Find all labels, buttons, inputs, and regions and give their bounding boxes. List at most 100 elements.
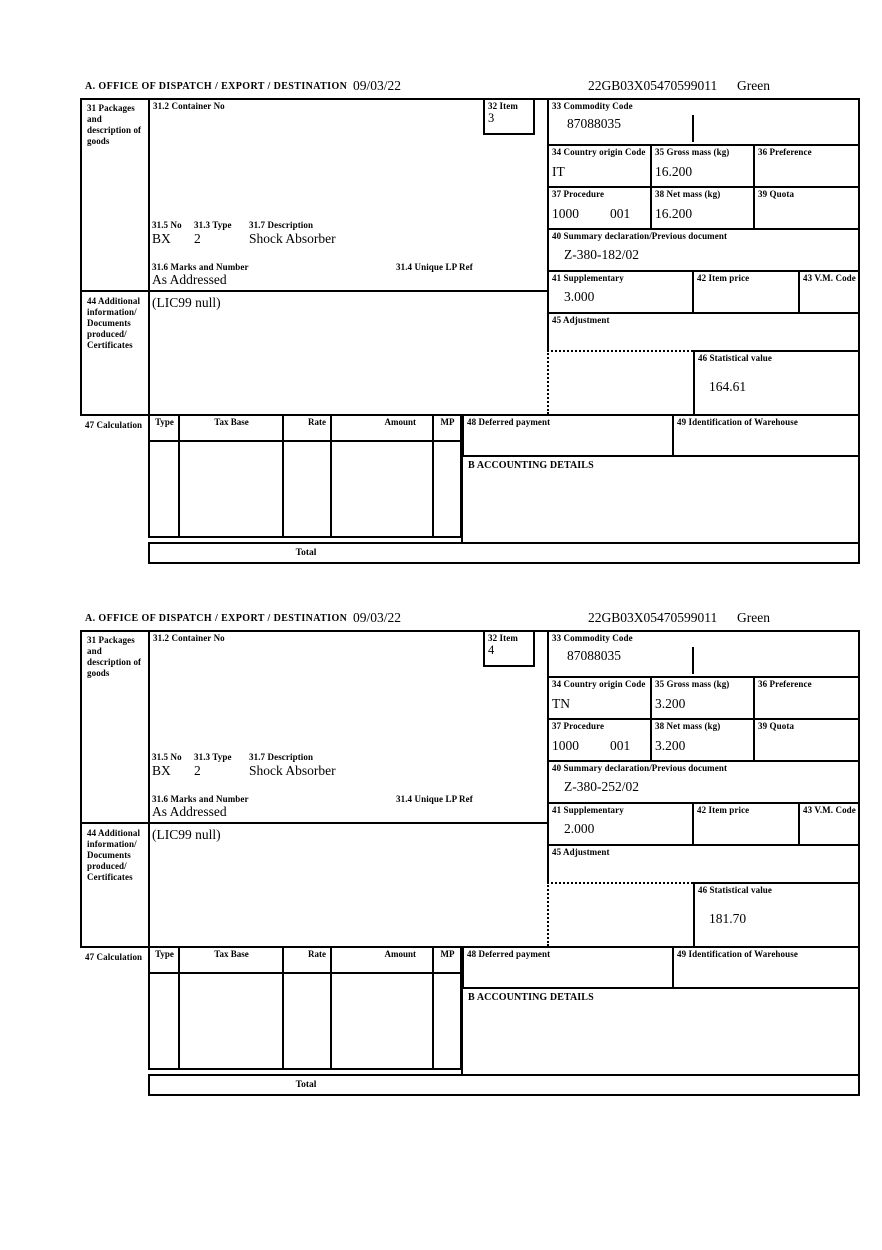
vm-code-box: 43 V.M. Code xyxy=(798,802,860,844)
routing-status: Green xyxy=(737,78,770,93)
calc-col-mp-label: MP xyxy=(440,417,455,427)
package-type-value: 2 xyxy=(194,763,201,778)
procedure-label: 37 Procedure xyxy=(552,721,605,731)
container-no-box: 31.2 Container No 32 Item 3 31.5 No 31.3… xyxy=(148,100,547,290)
item-number-box: 32 Item 3 xyxy=(483,100,535,135)
supplementary-label: 41 Supplementary xyxy=(552,273,624,283)
marks-and-number-value: As Addressed xyxy=(152,804,227,819)
commodity-code-subdivision-tick xyxy=(692,647,694,674)
calc-col-mp-label: MP xyxy=(440,949,455,959)
declaration-date: 09/03/22 xyxy=(353,78,402,93)
calc-header-mp: MP xyxy=(432,946,462,972)
goods-description-value: Shock Absorber xyxy=(249,763,336,778)
previous-document-value: Z-380-252/02 xyxy=(564,779,639,794)
box-47-label: 47 Calculation xyxy=(85,420,143,430)
box-47-label: 47 Calculation xyxy=(85,952,143,962)
net-mass-box: 38 Net mass (kg) 3.200 xyxy=(650,718,753,760)
commodity-code-box: 33 Commodity Code 87088035 xyxy=(547,100,860,144)
package-no-value: BX xyxy=(152,763,171,778)
declaration-form-grid: 31 Packages and description of goods 44 … xyxy=(80,630,860,1096)
country-origin-value: TN xyxy=(552,696,570,711)
calc-col-type-label: Type xyxy=(155,417,174,427)
declaration-item-section: A. OFFICE OF DISPATCH / EXPORT / DESTINA… xyxy=(0,75,882,575)
container-no-label: 31.2 Container No xyxy=(153,633,225,643)
preference-box: 36 Preference xyxy=(753,144,860,186)
preference-label: 36 Preference xyxy=(758,147,812,157)
goods-description-label: 31.7 Description xyxy=(249,752,314,762)
goods-description-value: Shock Absorber xyxy=(249,231,336,246)
item-price-box: 42 Item price xyxy=(692,802,798,844)
calc-cell-rate xyxy=(282,972,330,1070)
box-31-label: 31 Packages and description of goods xyxy=(87,635,142,678)
calc-col-rate-label: Rate xyxy=(308,949,326,959)
warehouse-id-label: 49 Identification of Warehouse xyxy=(677,417,798,427)
additional-information-box: (LIC99 null) xyxy=(148,822,547,946)
procedure-value: 1000 xyxy=(552,206,579,221)
movement-reference-number: 22GB03X05470599011 xyxy=(588,78,718,93)
country-origin-value: IT xyxy=(552,164,565,179)
country-origin-label: 34 Country origin Code xyxy=(552,147,646,157)
calc-cell-type xyxy=(148,440,178,538)
statistical-value-label: 46 Statistical value xyxy=(698,353,772,363)
calc-cell-mp xyxy=(432,440,462,538)
commodity-code-label: 33 Commodity Code xyxy=(552,101,633,111)
calc-header-rate: Rate xyxy=(282,946,330,972)
marks-and-number-label: 31.6 Marks and Number xyxy=(152,794,249,804)
package-type-value: 2 xyxy=(194,231,201,246)
adjustment-label: 45 Adjustment xyxy=(552,315,610,325)
deferred-payment-box: 48 Deferred payment xyxy=(462,946,672,987)
box-47-label-cell: 47 Calculation xyxy=(80,946,148,1006)
calc-col-tax-base-label: Tax Base xyxy=(214,949,249,959)
statistical-value-value: 181.70 xyxy=(709,911,747,926)
calc-col-amount-label: Amount xyxy=(384,949,416,959)
office-of-dispatch-label: A. OFFICE OF DISPATCH / EXPORT / DESTINA… xyxy=(85,613,348,624)
package-type-label: 31.3 Type xyxy=(194,752,232,762)
net-mass-label: 38 Net mass (kg) xyxy=(655,721,721,731)
quota-label: 39 Quota xyxy=(758,721,795,731)
vm-code-label: 43 V.M. Code xyxy=(803,273,856,283)
previous-document-box: 40 Summary declaration/Previous document… xyxy=(547,760,860,802)
calc-cell-type xyxy=(148,972,178,1070)
procedure-box: 37 Procedure 1000 001 xyxy=(547,718,650,760)
calc-col-rate-label: Rate xyxy=(308,417,326,427)
unique-lp-ref-label: 31.4 Unique LP Ref xyxy=(396,794,473,804)
routing-status: Green xyxy=(737,610,770,625)
gross-mass-box: 35 Gross mass (kg) 3.200 xyxy=(650,676,753,718)
valuation-dotted-box xyxy=(547,882,693,946)
net-mass-value: 3.200 xyxy=(655,738,686,753)
supplementary-box: 41 Supplementary 3.000 xyxy=(547,270,692,312)
deferred-payment-box: 48 Deferred payment xyxy=(462,414,672,455)
previous-document-label: 40 Summary declaration/Previous document xyxy=(552,231,728,241)
goods-description-label: 31.7 Description xyxy=(249,220,314,230)
accounting-details-label: B ACCOUNTING DETAILS xyxy=(468,460,594,471)
commodity-code-box: 33 Commodity Code 87088035 xyxy=(547,632,860,676)
valuation-dotted-box xyxy=(547,350,693,414)
calc-header-mp: MP xyxy=(432,414,462,440)
box-44-label: 44 Additional information/ Documents pro… xyxy=(87,828,141,882)
net-mass-label: 38 Net mass (kg) xyxy=(655,189,721,199)
movement-reference-number: 22GB03X05470599011 xyxy=(588,610,718,625)
additional-information-value: (LIC99 null) xyxy=(152,827,221,842)
box-47-label-cell: 47 Calculation xyxy=(80,414,148,474)
additional-information-box: (LIC99 null) xyxy=(148,290,547,414)
net-mass-value: 16.200 xyxy=(655,206,693,221)
deferred-payment-label: 48 Deferred payment xyxy=(467,417,551,427)
commodity-code-value: 87088035 xyxy=(567,648,621,663)
country-origin-label: 34 Country origin Code xyxy=(552,679,646,689)
box-44-label: 44 Additional information/ Documents pro… xyxy=(87,296,141,350)
supplementary-value: 2.000 xyxy=(564,821,595,836)
calc-header-amount: Amount xyxy=(330,946,432,972)
calc-cell-rate xyxy=(282,440,330,538)
procedure-label: 37 Procedure xyxy=(552,189,605,199)
gross-mass-value: 3.200 xyxy=(655,696,686,711)
declaration-date: 09/03/22 xyxy=(353,610,402,625)
adjustment-box: 45 Adjustment xyxy=(547,312,860,350)
calc-header-type: Type xyxy=(148,414,178,440)
item-number-label: 32 Item xyxy=(488,633,518,643)
previous-document-label: 40 Summary declaration/Previous document xyxy=(552,763,728,773)
marks-and-number-label: 31.6 Marks and Number xyxy=(152,262,249,272)
calc-total-row: Total xyxy=(148,542,860,564)
previous-document-value: Z-380-182/02 xyxy=(564,247,639,262)
calc-cell-amount xyxy=(330,440,432,538)
marks-and-number-value: As Addressed xyxy=(152,272,227,287)
